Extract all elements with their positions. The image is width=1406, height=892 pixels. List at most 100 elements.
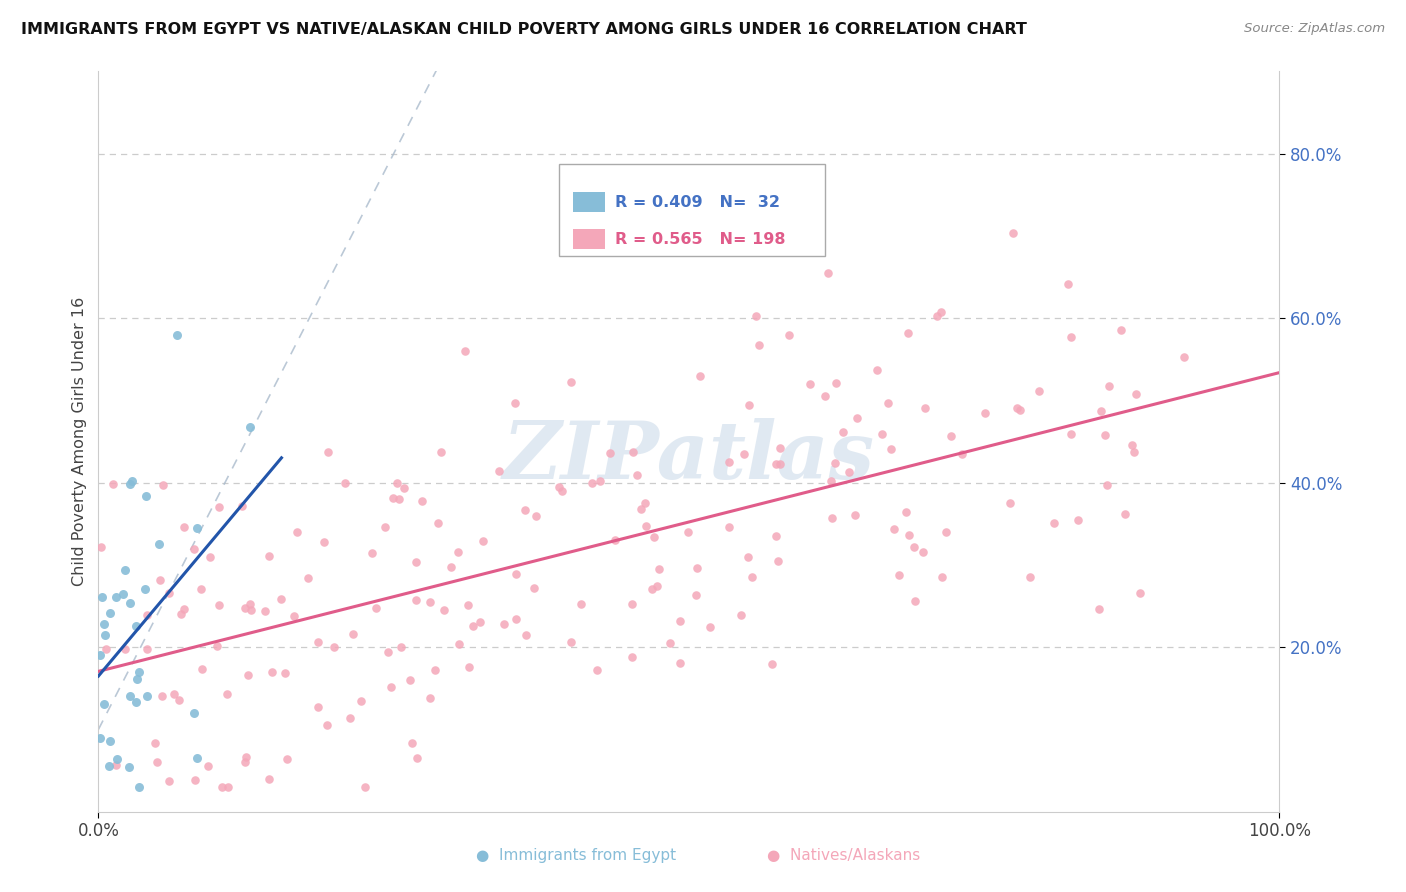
- Point: [186, 521, 208, 535]
- Point: [1060, 330, 1083, 344]
- Text: ●  Immigrants from Egypt: ● Immigrants from Egypt: [477, 847, 676, 863]
- Point: [897, 528, 920, 542]
- Point: [198, 549, 221, 564]
- Point: [769, 457, 792, 471]
- Point: [1087, 601, 1109, 615]
- Point: [1122, 445, 1144, 459]
- Point: [748, 338, 770, 352]
- Point: [668, 614, 690, 628]
- Point: [149, 573, 172, 587]
- Point: [257, 772, 280, 786]
- Point: [911, 545, 934, 559]
- Point: [333, 476, 356, 491]
- Point: [643, 530, 665, 544]
- Point: [170, 607, 193, 621]
- Point: [93, 617, 115, 632]
- Point: [205, 639, 228, 653]
- Point: [603, 533, 626, 547]
- Point: [488, 464, 510, 478]
- Point: [125, 619, 148, 633]
- Point: [844, 508, 866, 522]
- Point: [1121, 438, 1143, 452]
- Point: [197, 759, 219, 773]
- Point: [645, 579, 668, 593]
- Point: [401, 736, 423, 750]
- Point: [454, 343, 477, 358]
- Point: [89, 648, 111, 663]
- Text: ZIPatlas: ZIPatlas: [503, 417, 875, 495]
- Point: [274, 665, 297, 680]
- Point: [689, 368, 711, 383]
- Point: [270, 591, 292, 606]
- Point: [157, 586, 180, 600]
- Text: R = 0.409   N=  32: R = 0.409 N= 32: [614, 195, 779, 210]
- Point: [820, 475, 842, 489]
- Point: [135, 489, 157, 503]
- Point: [813, 389, 835, 403]
- Point: [382, 491, 405, 506]
- Point: [405, 592, 427, 607]
- Point: [433, 603, 456, 617]
- Point: [470, 615, 492, 630]
- Point: [307, 700, 329, 714]
- Point: [426, 516, 449, 531]
- Point: [90, 590, 112, 604]
- Point: [183, 542, 205, 557]
- Point: [1002, 226, 1025, 240]
- Point: [659, 636, 682, 650]
- Point: [1114, 507, 1136, 521]
- Point: [1173, 350, 1195, 364]
- Point: [935, 525, 957, 540]
- Point: [838, 465, 860, 479]
- Point: [430, 445, 453, 459]
- Point: [143, 736, 166, 750]
- Point: [799, 377, 821, 392]
- Point: [560, 635, 582, 649]
- Point: [190, 582, 212, 597]
- Point: [676, 524, 699, 539]
- Point: [1043, 516, 1066, 530]
- Point: [315, 718, 337, 732]
- Point: [925, 310, 948, 324]
- Point: [405, 555, 427, 569]
- Point: [283, 608, 305, 623]
- Point: [148, 537, 170, 551]
- Point: [950, 446, 973, 460]
- Point: [118, 477, 141, 491]
- Point: [941, 429, 963, 443]
- Point: [880, 442, 903, 456]
- Point: [98, 733, 121, 747]
- Point: [253, 604, 276, 618]
- Point: [440, 560, 463, 574]
- Point: [1019, 570, 1042, 584]
- Point: [548, 480, 571, 494]
- Point: [183, 706, 205, 720]
- Point: [233, 600, 256, 615]
- Point: [1095, 478, 1118, 492]
- Point: [883, 522, 905, 536]
- Point: [285, 525, 308, 540]
- Point: [163, 687, 186, 701]
- Point: [1007, 401, 1029, 415]
- Point: [94, 628, 117, 642]
- Point: [825, 376, 848, 391]
- Point: [447, 637, 470, 651]
- Point: [492, 616, 515, 631]
- Point: [354, 780, 377, 794]
- Point: [104, 757, 127, 772]
- Point: [778, 328, 800, 343]
- Point: [769, 441, 792, 455]
- Point: [1000, 496, 1022, 510]
- Point: [419, 595, 441, 609]
- Point: [380, 680, 402, 694]
- Point: [361, 546, 384, 560]
- Point: [152, 690, 174, 704]
- Point: [235, 750, 257, 764]
- Point: [745, 310, 768, 324]
- Point: [586, 663, 609, 677]
- Point: [894, 505, 917, 519]
- Point: [364, 601, 387, 615]
- Point: [104, 590, 127, 604]
- Point: [136, 689, 159, 703]
- Point: [741, 570, 763, 584]
